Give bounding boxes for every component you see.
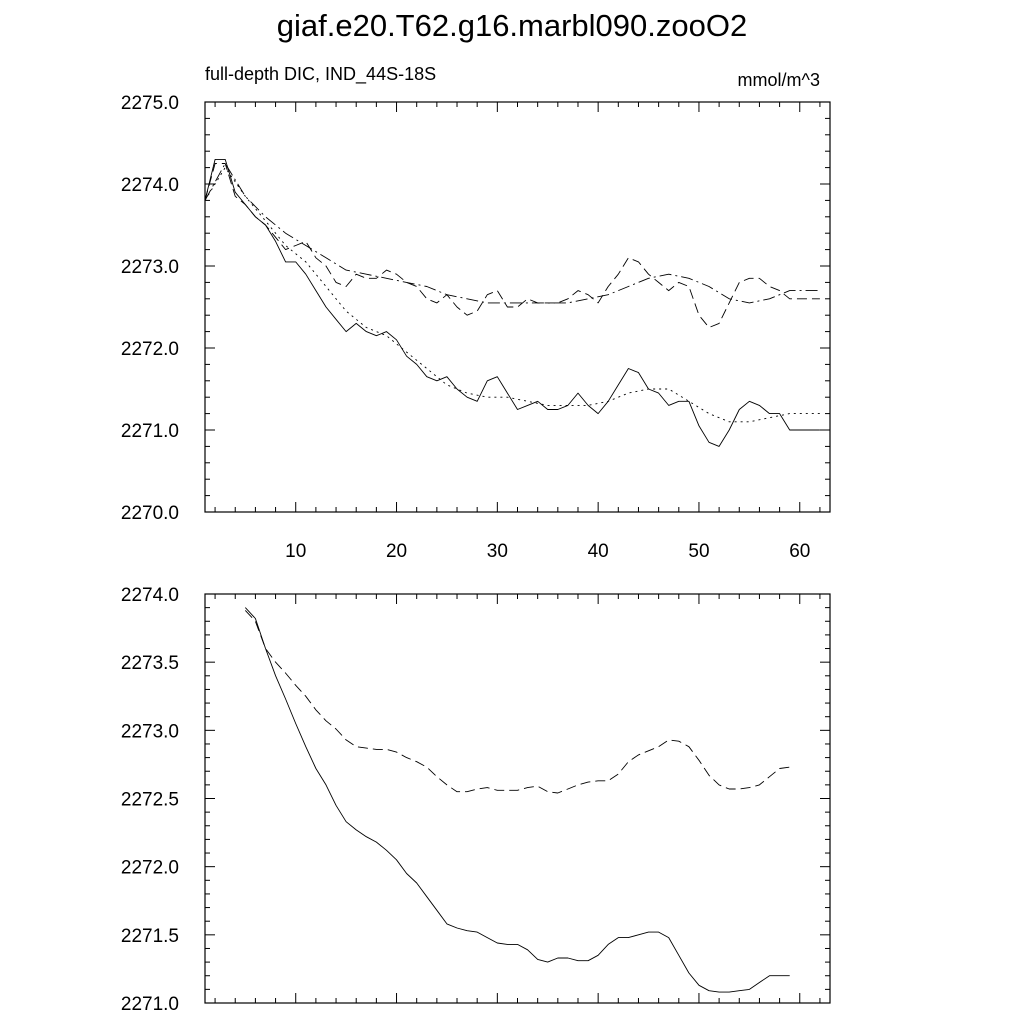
chart-subtitle-left: full-depth DIC, IND_44S-18S <box>205 64 436 85</box>
x-tick-label: 20 <box>386 541 407 562</box>
x-tick-label: 30 <box>487 541 508 562</box>
series-line-solid <box>244 607 790 993</box>
y-tick-label: 2273.0 <box>121 721 179 742</box>
series-line-dashdot <box>204 163 820 304</box>
series-line-dashed <box>244 610 790 794</box>
y-tick-label: 2271.5 <box>121 926 179 947</box>
series-line-dotted <box>204 167 820 423</box>
chart-units-label: mmol/m^3 <box>738 70 820 90</box>
y-tick-label: 2270.0 <box>121 503 179 524</box>
plot-frame <box>204 101 831 513</box>
series-line-solid <box>204 158 820 447</box>
y-tick-label: 2272.5 <box>121 790 179 811</box>
y-tick-label: 2274.0 <box>121 175 179 196</box>
y-tick-label: 2271.0 <box>121 994 179 1015</box>
y-tick-label: 2273.0 <box>121 257 179 278</box>
series-line-dashed <box>204 163 820 328</box>
y-tick-label: 2275.0 <box>121 93 179 114</box>
chart-title: giaf.e20.T62.g16.marbl090.zooO2 <box>276 8 748 43</box>
y-tick-label: 2274.0 <box>121 585 179 606</box>
bottom-panel: 2271.0 2271.5 2272.0 2272.5 2273.0 2273.5 2274… <box>121 585 831 1015</box>
y-tick-label: 2272.0 <box>121 858 179 879</box>
x-tick-label: 50 <box>688 541 709 562</box>
y-tick-label: 2271.0 <box>121 421 179 442</box>
top-panel: 2270.0 2271.0 2272.0 2273.0 2274.0 2275.0 10 20… <box>121 64 831 562</box>
x-tick-label: 40 <box>588 541 609 562</box>
x-tick-label: 60 <box>789 541 810 562</box>
y-tick-label: 2273.5 <box>121 653 179 674</box>
plot-frame <box>204 593 831 1004</box>
y-tick-label: 2272.0 <box>121 339 179 360</box>
x-tick-label: 10 <box>285 541 306 562</box>
